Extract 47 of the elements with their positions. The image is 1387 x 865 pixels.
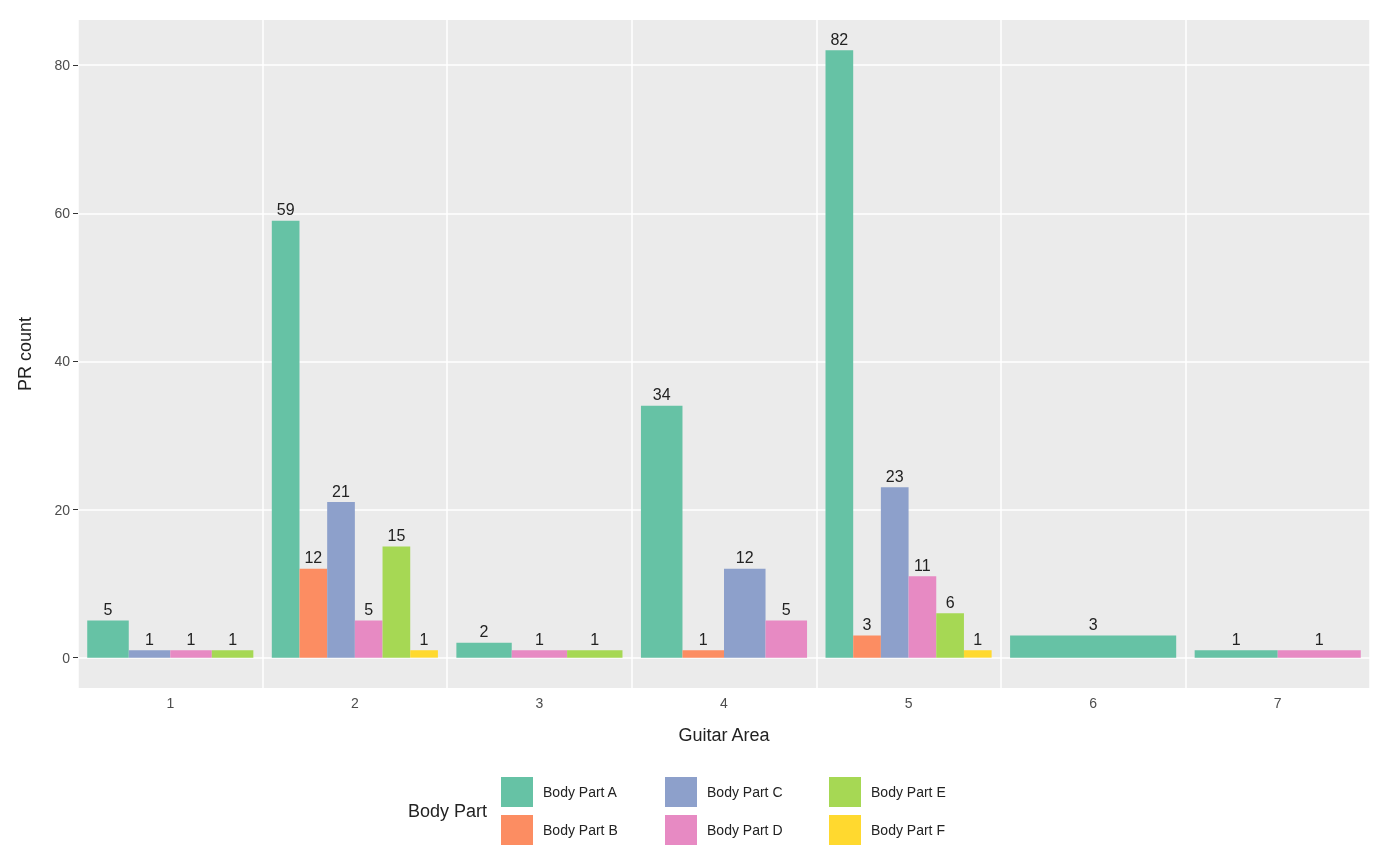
legend-label: Body Part F	[871, 822, 945, 838]
data-label: 1	[186, 630, 196, 648]
y-tick-label: 40	[54, 353, 71, 370]
data-label: 12	[304, 549, 323, 567]
legend-label: Body Part C	[707, 784, 783, 800]
y-tick-label: 60	[54, 205, 71, 222]
legend-label: Body Part A	[543, 784, 617, 800]
x-tick-label: 3	[535, 695, 544, 711]
data-label: 3	[862, 615, 872, 633]
data-label: 5	[781, 601, 791, 619]
y-axis-title: PR count	[15, 316, 35, 392]
data-label: 1	[973, 630, 983, 648]
legend-label: Body Part B	[543, 822, 618, 838]
x-tick-label: 4	[720, 695, 729, 711]
data-label: 3	[1088, 615, 1098, 633]
data-label: 21	[332, 482, 351, 500]
data-label: 1	[534, 630, 544, 648]
legend-label: Body Part E	[871, 784, 946, 800]
legend-label: Body Part D	[707, 822, 783, 838]
y-tick-label: 20	[54, 501, 71, 518]
data-label: 1	[1231, 630, 1241, 648]
data-label: 5	[364, 601, 374, 619]
data-label: 2	[479, 623, 489, 641]
x-tick-label: 7	[1273, 695, 1282, 711]
data-label: 23	[885, 467, 904, 485]
data-label: 82	[830, 30, 849, 48]
data-label: 15	[387, 527, 406, 545]
data-label: 1	[228, 630, 238, 648]
data-label: 1	[698, 630, 708, 648]
data-label: 34	[652, 386, 671, 404]
x-tick-label: 2	[350, 695, 359, 711]
data-label: 1	[1314, 630, 1324, 648]
x-tick-label: 1	[166, 695, 175, 711]
x-tick-label: 6	[1089, 695, 1098, 711]
data-label: 12	[735, 549, 754, 567]
data-label: 6	[945, 593, 955, 611]
data-label: 5	[103, 601, 113, 619]
data-label: 1	[419, 630, 429, 648]
y-tick-label: 80	[54, 57, 71, 74]
y-tick-label: 0	[62, 649, 71, 666]
data-label: 1	[145, 630, 155, 648]
x-tick-label: 5	[904, 695, 913, 711]
data-label: 11	[914, 556, 931, 574]
x-axis-title: Guitar Area	[678, 725, 771, 745]
data-label: 59	[276, 201, 295, 219]
legend-title: Body Part	[407, 800, 488, 822]
data-label: 1	[590, 630, 600, 648]
